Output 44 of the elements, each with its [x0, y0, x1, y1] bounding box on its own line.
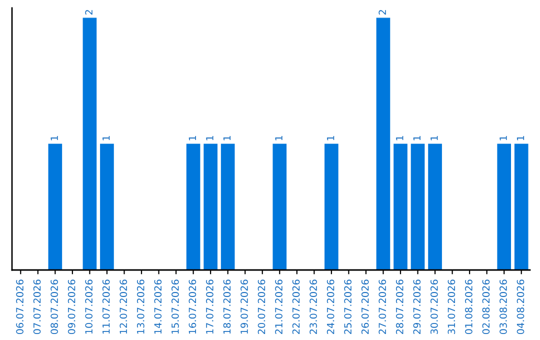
- x-tick-label: 29.07.2026: [413, 280, 421, 334]
- x-tick-label: 11.07.2026: [102, 280, 110, 334]
- x-tick-label: 22.07.2026: [292, 280, 300, 334]
- x-tick-label: 19.07.2026: [240, 280, 248, 334]
- x-tick-label: 13.07.2026: [136, 280, 144, 334]
- x-tick-label: 16.07.2026: [188, 280, 196, 334]
- x-tick-label: 04.08.2026: [516, 280, 524, 334]
- data-label: 1: [516, 136, 524, 140]
- x-tick-label: 07.07.2026: [33, 280, 41, 334]
- data-label: 2: [378, 10, 386, 15]
- data-label: 1: [500, 136, 507, 140]
- data-label: 1: [188, 136, 196, 140]
- x-tick-label: 31.07.2026: [448, 280, 456, 334]
- x-tick-label: 09.07.2026: [68, 280, 76, 334]
- x-tick-label: 14.07.2026: [154, 280, 162, 334]
- data-label: 1: [206, 136, 214, 140]
- data-label: 2: [85, 10, 92, 15]
- x-tick-label: 27.07.2026: [378, 280, 386, 334]
- x-tick-label: 28.07.2026: [396, 280, 404, 334]
- data-label: 1: [275, 136, 282, 140]
- x-tick-label: 25.07.2026: [344, 280, 352, 334]
- data-label: 1: [396, 136, 404, 140]
- x-tick-label: 08.07.2026: [50, 280, 58, 334]
- data-label: 1: [223, 136, 231, 140]
- x-tick-label: 10.07.2026: [85, 280, 93, 334]
- x-tick-label: 23.07.2026: [310, 280, 317, 334]
- x-tick-label: 12.07.2026: [120, 280, 128, 334]
- x-tick-label: 17.07.2026: [206, 280, 214, 334]
- data-label: 1: [430, 136, 438, 140]
- x-tick-label: 30.07.2026: [430, 280, 438, 334]
- data-label: 1: [327, 136, 334, 140]
- data-label: 1: [50, 136, 58, 140]
- data-label: 1: [102, 136, 110, 140]
- x-tick-label: 20.07.2026: [258, 280, 266, 334]
- x-tick-label: 03.08.2026: [500, 280, 507, 334]
- x-tick-label: 06.07.2026: [16, 280, 24, 334]
- x-tick-label: 24.07.2026: [326, 280, 334, 334]
- x-tick-label: 01.08.2026: [465, 280, 472, 334]
- x-tick-label: 21.07.2026: [275, 280, 282, 334]
- data-label: 1: [413, 136, 420, 140]
- x-tick-label: 02.08.2026: [482, 280, 490, 334]
- x-tick-label: 15.07.2026: [172, 280, 179, 334]
- x-tick-label: 26.07.2026: [361, 280, 369, 334]
- x-tick-label: 18.07.2026: [223, 280, 231, 334]
